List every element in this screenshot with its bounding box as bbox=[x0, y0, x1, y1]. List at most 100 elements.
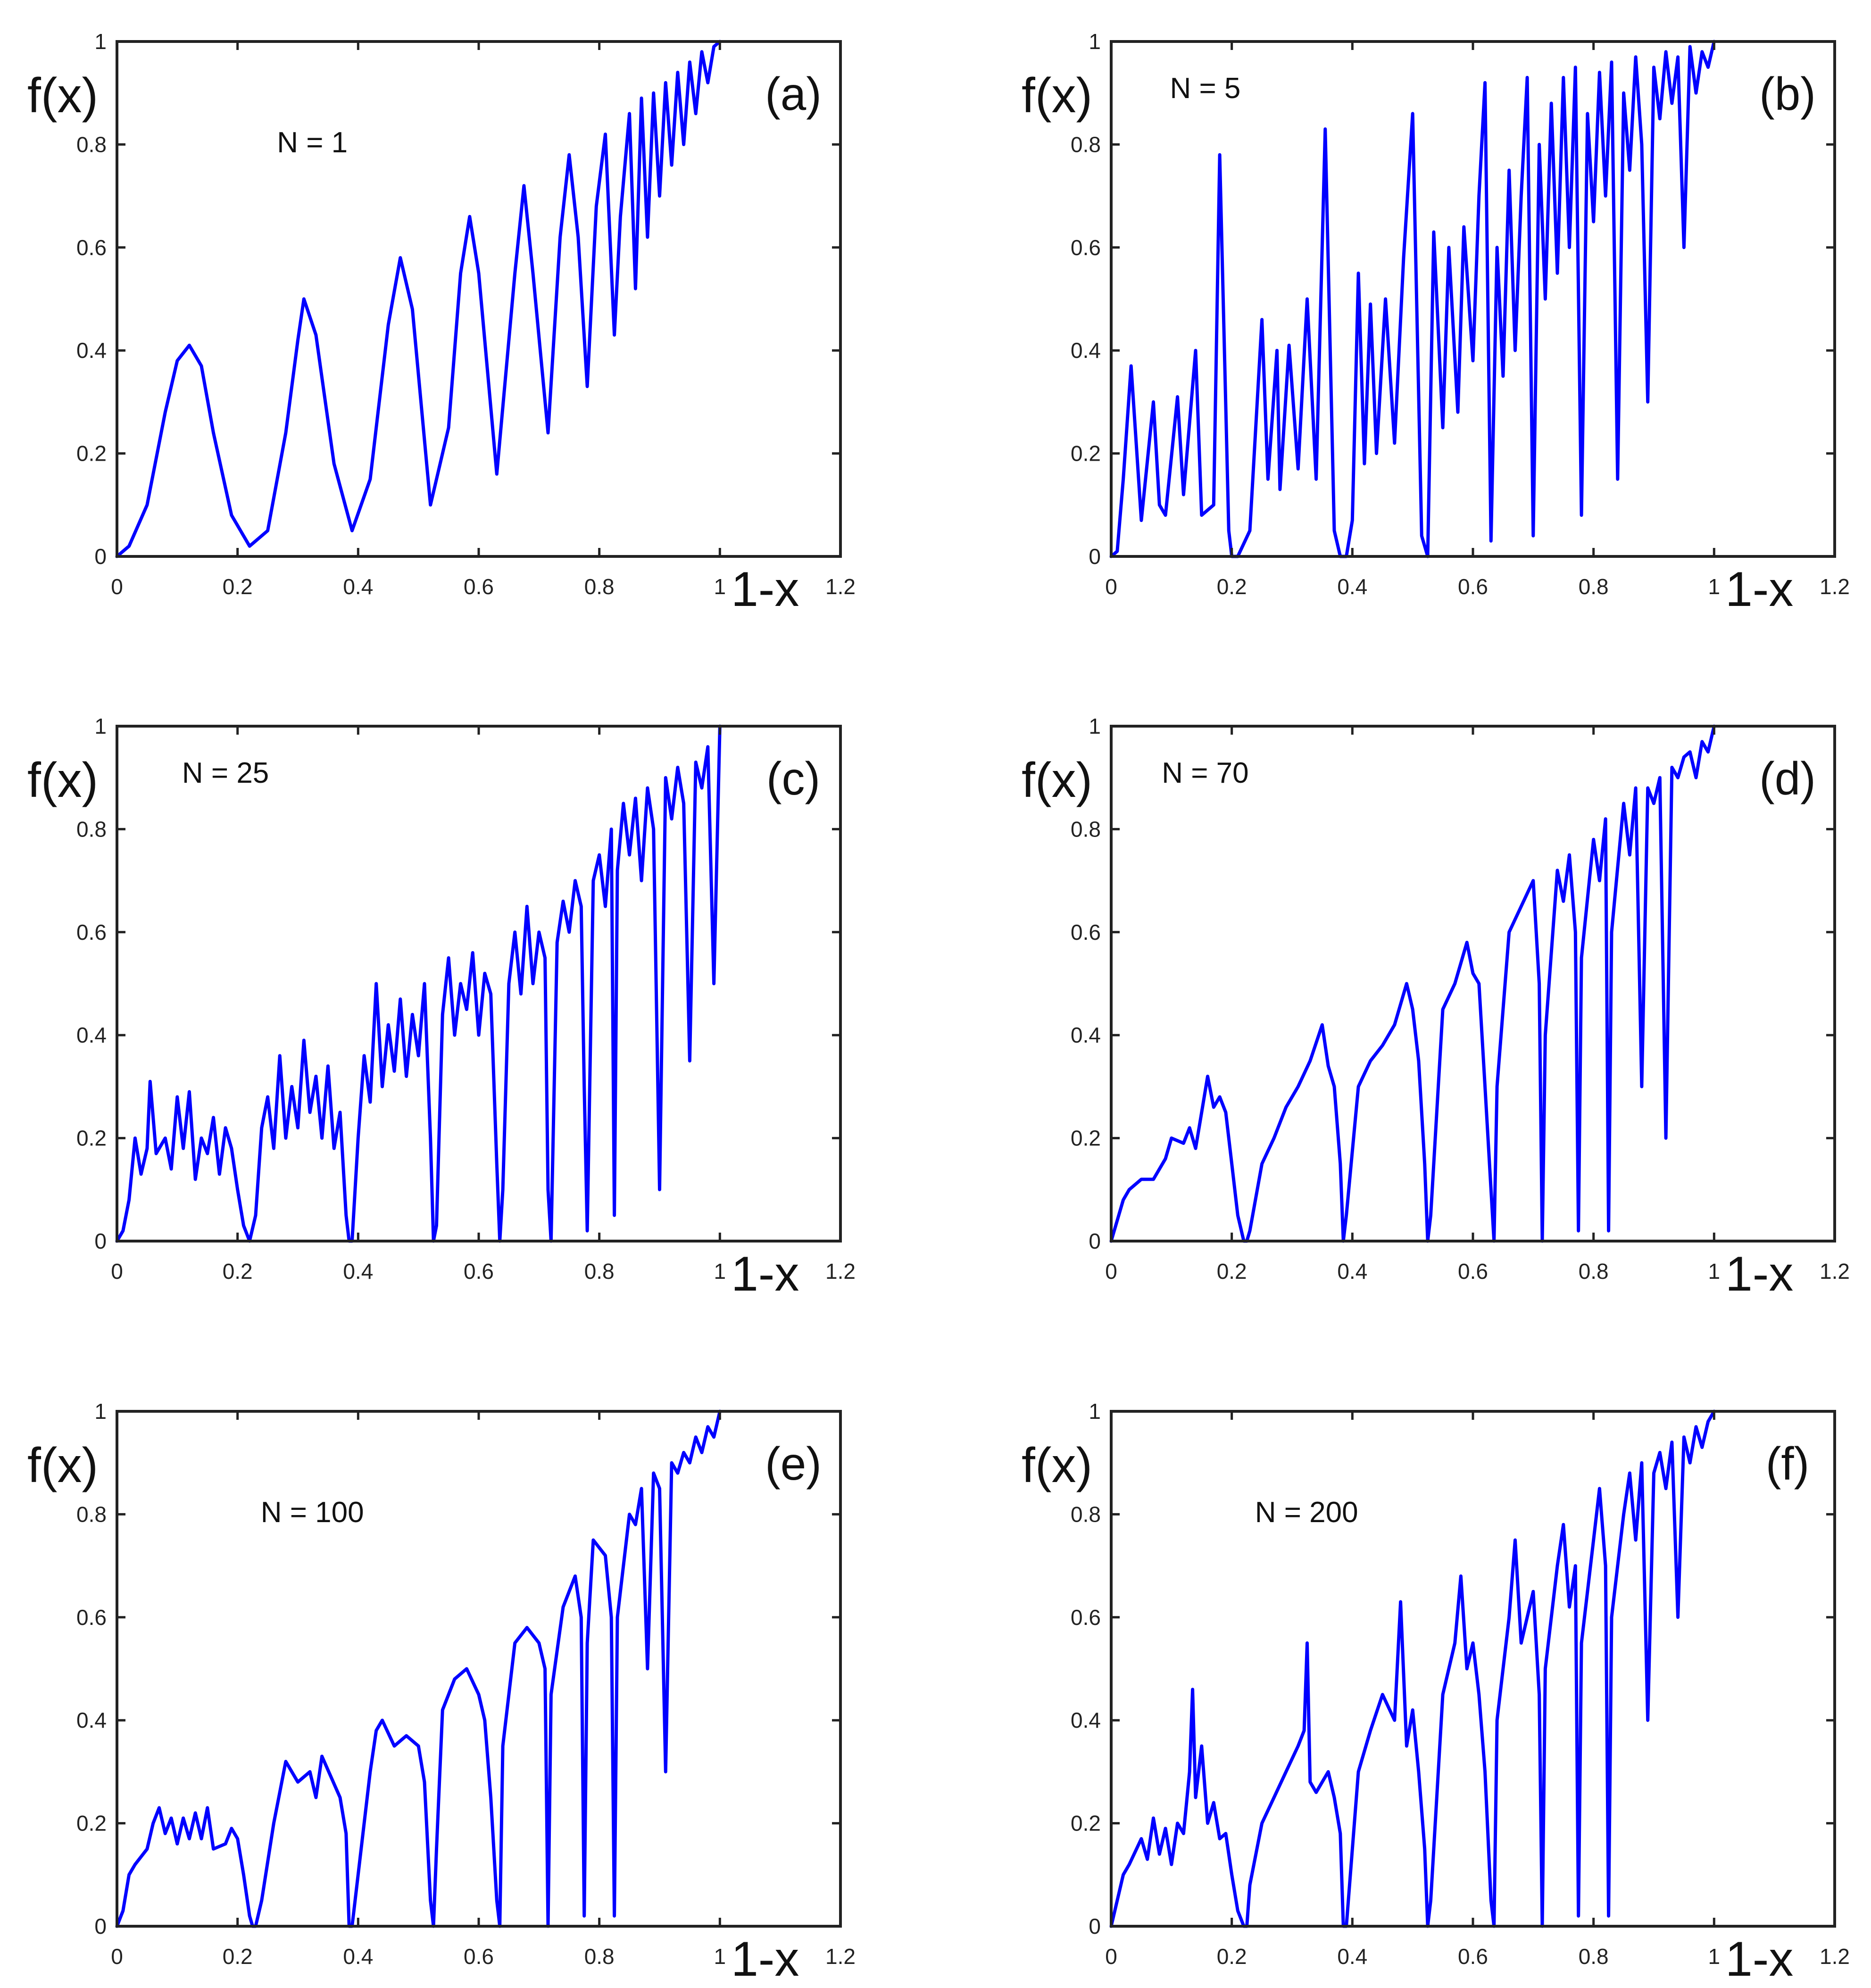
x-tick-label: 0.8 bbox=[1579, 574, 1609, 599]
n-annotation: N = 5 bbox=[1170, 72, 1240, 105]
y-tick-label: 1 bbox=[94, 714, 107, 738]
x-tick-label: 0.2 bbox=[1217, 574, 1247, 599]
y-tick-label: 0.4 bbox=[76, 1023, 107, 1047]
y-tick-label: 0 bbox=[1089, 544, 1101, 569]
x-tick-label: 0.6 bbox=[464, 1259, 494, 1284]
y-tick-label: 1 bbox=[94, 1399, 107, 1424]
series-line-c-0 bbox=[115, 724, 722, 1243]
y-tick-label: 0.2 bbox=[1071, 1811, 1101, 1836]
x-tick-label: 0.8 bbox=[584, 1944, 615, 1969]
x-tick-label: 0.8 bbox=[584, 574, 615, 599]
y-tick-label: 0.6 bbox=[1071, 235, 1101, 260]
y-tick-label: 1 bbox=[1089, 1399, 1101, 1424]
x-tick-label: 0.6 bbox=[1458, 1944, 1488, 1969]
y-tick-label: 1 bbox=[1089, 714, 1101, 738]
series-line-f-0 bbox=[1109, 1409, 1716, 1928]
x-tick-label: 0.4 bbox=[1337, 574, 1367, 599]
x-tick-label: 1 bbox=[1708, 574, 1721, 599]
x-tick-label: 0.8 bbox=[1579, 1944, 1609, 1969]
y-tick-label: 0 bbox=[1089, 1914, 1101, 1938]
y-tick-label: 0 bbox=[94, 1229, 107, 1253]
panel-label: (e) bbox=[765, 1438, 822, 1490]
y-tick-label: 0.6 bbox=[1071, 920, 1101, 944]
n-annotation: N = 70 bbox=[1162, 757, 1248, 789]
y-axis-label: f(x) bbox=[27, 68, 98, 123]
panel-label: (b) bbox=[1759, 68, 1816, 120]
y-tick-label: 0 bbox=[94, 544, 107, 569]
x-axis-label: 1-x bbox=[1725, 562, 1793, 617]
y-tick-label: 0.4 bbox=[1071, 1023, 1101, 1047]
x-tick-label: 1 bbox=[714, 1944, 726, 1969]
n-annotation: N = 200 bbox=[1255, 1496, 1358, 1529]
y-tick-label: 0.2 bbox=[76, 1126, 107, 1151]
x-tick-label: 0.6 bbox=[1458, 574, 1488, 599]
x-tick-label: 1.2 bbox=[1820, 1259, 1850, 1284]
panel-f: 0 0.2 0.4 0.6 0.8 1 1.2 0 0.2 0.4 0.6 0.8 1 f(x) 1-x (f… bbox=[1022, 1399, 1850, 1987]
y-tick-label: 0.6 bbox=[1071, 1605, 1101, 1630]
x-tick-label: 1.2 bbox=[1820, 574, 1850, 599]
x-axis-label: 1-x bbox=[1725, 1247, 1793, 1301]
x-tick-label: 0.4 bbox=[343, 574, 373, 599]
panel-e: 0 0.2 0.4 0.6 0.8 1 1.2 0 0.2 0.4 0.6 0.8 1 f(x) 1-x (e… bbox=[27, 1399, 856, 1987]
panel-d: 0 0.2 0.4 0.6 0.8 1 1.2 0 0.2 0.4 0.6 0.8 1 f(x) 1-x (d… bbox=[1022, 714, 1850, 1301]
y-tick-label: 0.6 bbox=[76, 235, 107, 260]
x-tick-label: 0.6 bbox=[464, 574, 494, 599]
x-tick-label: 0.2 bbox=[1217, 1944, 1247, 1969]
x-axis-label: 1-x bbox=[731, 1932, 799, 1987]
x-tick-label: 0.8 bbox=[1579, 1259, 1609, 1284]
y-tick-label: 1 bbox=[1089, 29, 1101, 54]
panel-label: (f) bbox=[1766, 1438, 1810, 1490]
series-line-e-0 bbox=[115, 1409, 722, 1928]
y-axis-label: f(x) bbox=[27, 1438, 98, 1493]
panel-label: (c) bbox=[766, 753, 820, 804]
x-tick-label: 1.2 bbox=[1820, 1944, 1850, 1969]
y-tick-label: 0 bbox=[94, 1914, 107, 1938]
x-tick-label: 0 bbox=[111, 1944, 123, 1969]
x-axis-label: 1-x bbox=[731, 1247, 799, 1301]
y-tick-label: 0.8 bbox=[76, 1502, 107, 1526]
n-annotation: N = 25 bbox=[182, 757, 269, 789]
y-tick-label: 0.8 bbox=[1071, 817, 1101, 841]
panel-grid: 0 0.2 0.4 0.6 0.8 1 1.2 0 0.2 0.4 0.6 0.8 1 f(x) 1-x (a… bbox=[27, 29, 1850, 1987]
series-line-a-0 bbox=[115, 40, 722, 558]
x-tick-label: 1 bbox=[1708, 1944, 1721, 1969]
x-tick-label: 0.8 bbox=[584, 1259, 615, 1284]
y-tick-label: 0.6 bbox=[76, 920, 107, 944]
x-tick-label: 0 bbox=[111, 574, 123, 599]
x-tick-label: 1.2 bbox=[825, 574, 856, 599]
panel-c: 0 0.2 0.4 0.6 0.8 1 1.2 0 0.2 0.4 0.6 0.8 1 f(x) 1-x (c… bbox=[27, 714, 856, 1301]
panel-label: (d) bbox=[1759, 753, 1816, 804]
y-tick-label: 0.6 bbox=[76, 1605, 107, 1630]
panel-b: 0 0.2 0.4 0.6 0.8 1 1.2 0 0.2 0.4 0.6 0.8 1 f(x) 1-x (b… bbox=[1022, 29, 1850, 617]
y-tick-label: 0.4 bbox=[1071, 1708, 1101, 1732]
x-tick-label: 0.4 bbox=[343, 1259, 373, 1284]
y-tick-label: 0.2 bbox=[1071, 1126, 1101, 1151]
x-tick-label: 1 bbox=[714, 574, 726, 599]
x-tick-label: 1 bbox=[1708, 1259, 1721, 1284]
y-tick-label: 0.4 bbox=[76, 338, 107, 363]
y-tick-label: 0.4 bbox=[76, 1708, 107, 1732]
y-tick-label: 0.8 bbox=[76, 132, 107, 157]
panel-a: 0 0.2 0.4 0.6 0.8 1 1.2 0 0.2 0.4 0.6 0.8 1 f(x) 1-x (a… bbox=[27, 29, 856, 617]
y-tick-label: 0.8 bbox=[76, 817, 107, 841]
y-axis-label: f(x) bbox=[1022, 1438, 1092, 1493]
x-tick-label: 1.2 bbox=[825, 1944, 856, 1969]
y-tick-label: 0.2 bbox=[1071, 441, 1101, 466]
x-tick-label: 0.4 bbox=[1337, 1259, 1367, 1284]
y-tick-label: 0.2 bbox=[76, 1811, 107, 1836]
y-axis-label: f(x) bbox=[1022, 68, 1092, 123]
x-tick-label: 0 bbox=[111, 1259, 123, 1284]
x-tick-label: 0.2 bbox=[223, 574, 253, 599]
y-axis-label: f(x) bbox=[1022, 753, 1092, 808]
x-tick-label: 0.2 bbox=[223, 1259, 253, 1284]
x-tick-label: 0.2 bbox=[1217, 1259, 1247, 1284]
x-axis-label: 1-x bbox=[1725, 1932, 1793, 1987]
x-tick-label: 0.6 bbox=[464, 1944, 494, 1969]
x-tick-label: 0.4 bbox=[343, 1944, 373, 1969]
series-line-b-0 bbox=[1109, 40, 1716, 558]
x-tick-label: 0.2 bbox=[223, 1944, 253, 1969]
x-axis-label: 1-x bbox=[731, 562, 799, 617]
n-annotation: N = 100 bbox=[261, 1496, 364, 1529]
